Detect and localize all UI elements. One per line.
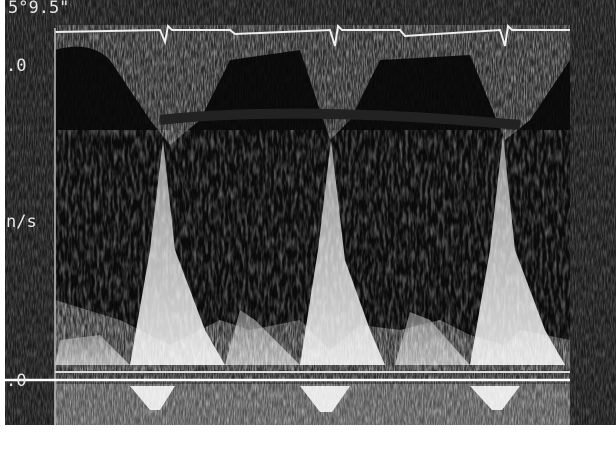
baseline-label: .0	[6, 371, 26, 391]
page: {"labels": {"top": "5°9.5\"", "scale_top…	[0, 0, 616, 450]
scale-top-label: .0	[6, 56, 26, 76]
top-label: 5°9.5"	[8, 0, 69, 18]
spectrum	[55, 25, 570, 425]
doppler-image: 5°9.5" .0 n/s .0	[0, 0, 616, 450]
unit-label: n/s	[6, 212, 37, 232]
